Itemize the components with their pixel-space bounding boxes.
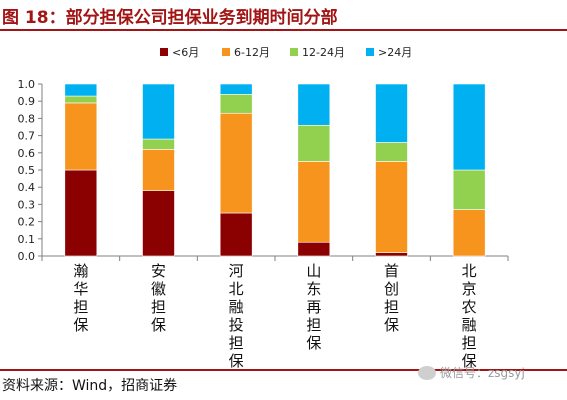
y-tick-label: 0.4 <box>18 181 36 194</box>
x-category-label-char: 创 <box>384 280 399 298</box>
y-tick-label: 0.6 <box>18 147 36 160</box>
title-divider <box>0 29 567 31</box>
legend-swatch <box>222 48 230 56</box>
bar-segment <box>452 169 486 210</box>
watermark: 微信号：zsgsyj <box>418 364 525 381</box>
x-category-label-char: 融 <box>462 316 477 334</box>
legend-swatch <box>290 48 298 56</box>
x-category-label-char: 担 <box>151 298 166 316</box>
bar-segment <box>375 252 408 257</box>
watermark-text: 微信号：zsgsyj <box>440 366 525 380</box>
stacked-bar-chart: 0.00.10.20.30.40.50.60.70.80.91.0瀚华担保安徽担… <box>18 46 509 368</box>
x-category-label-char: 担 <box>229 334 244 352</box>
bar-segment <box>297 124 331 162</box>
footer-divider <box>0 369 567 371</box>
y-tick-label: 0.9 <box>18 95 36 108</box>
bar-segment <box>142 190 175 257</box>
x-category-label-char: 京 <box>462 280 477 298</box>
x-category-label-char: 东 <box>306 280 321 298</box>
bar-segment <box>219 83 253 95</box>
x-category-label-char: 安 <box>151 262 166 280</box>
bar-segment <box>142 83 175 140</box>
x-category-label-char: 保 <box>306 334 321 352</box>
x-category-label-char: 瀚 <box>73 262 88 280</box>
x-category-label-char: 保 <box>384 316 399 334</box>
legend-label: 6-12月 <box>234 46 270 59</box>
x-category-label-char: 华 <box>73 280 88 298</box>
y-tick-label: 0.8 <box>18 112 36 125</box>
chart-title: 图 18：部分担保公司担保业务到期时间分部 <box>2 8 338 28</box>
x-category-label-char: 山 <box>306 262 321 280</box>
source-note: 资料来源：Wind，招商证券 <box>2 378 178 394</box>
x-category-label-char: 保 <box>229 352 244 368</box>
x-category-label-char: 农 <box>462 298 477 316</box>
x-category-label-char: 河 <box>229 262 244 280</box>
x-category-label-char: 徽 <box>151 280 166 298</box>
bar-segment <box>64 83 98 97</box>
x-category-label-char: 保 <box>462 352 477 368</box>
bar-segment <box>375 142 408 162</box>
x-category-label-char: 融 <box>229 298 244 316</box>
legend-swatch <box>160 48 168 56</box>
bar-segment <box>297 241 331 257</box>
x-category-label-char: 投 <box>229 316 244 334</box>
legend-label: >24月 <box>378 46 412 59</box>
x-category-label-char: 担 <box>384 298 399 316</box>
x-category-label-char: 担 <box>306 316 321 334</box>
bar-segment <box>452 209 486 257</box>
y-tick-label: 0.2 <box>18 216 36 229</box>
legend-swatch <box>366 48 374 56</box>
bar-segment <box>142 149 175 191</box>
x-category-label-char: 首 <box>384 262 399 280</box>
bar-segment <box>142 138 175 150</box>
bar-segment <box>375 161 408 253</box>
bar-segment <box>64 169 98 257</box>
bar-segment <box>297 83 331 126</box>
bar-segment <box>64 95 98 104</box>
x-category-label-char: 保 <box>73 316 88 334</box>
bar-segment <box>219 94 253 114</box>
y-tick-label: 0.3 <box>18 198 36 211</box>
y-tick-label: 1.0 <box>18 78 36 91</box>
x-category-label-char: 北 <box>229 280 244 298</box>
x-category-label-char: 再 <box>306 298 321 316</box>
x-category-label-char: 保 <box>151 316 166 334</box>
x-category-label-char: 担 <box>73 298 88 316</box>
y-tick-label: 0.1 <box>18 233 36 246</box>
bar-segment <box>375 83 408 143</box>
legend-label: 12-24月 <box>302 46 345 59</box>
y-tick-label: 0.0 <box>18 250 36 263</box>
y-tick-label: 0.7 <box>18 130 36 143</box>
x-category-label-char: 北 <box>462 262 477 280</box>
bar-segment <box>452 83 486 171</box>
bar-segment <box>297 161 331 243</box>
x-category-label-char: 担 <box>462 334 477 352</box>
bar-segment <box>219 212 253 257</box>
y-tick-label: 0.5 <box>18 164 36 177</box>
wechat-icon <box>418 365 436 380</box>
bar-segment <box>64 102 98 171</box>
legend-label: <6月 <box>172 46 199 59</box>
bar-segment <box>219 112 253 214</box>
